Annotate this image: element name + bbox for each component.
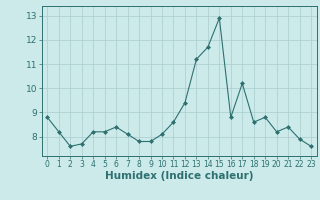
- X-axis label: Humidex (Indice chaleur): Humidex (Indice chaleur): [105, 171, 253, 181]
